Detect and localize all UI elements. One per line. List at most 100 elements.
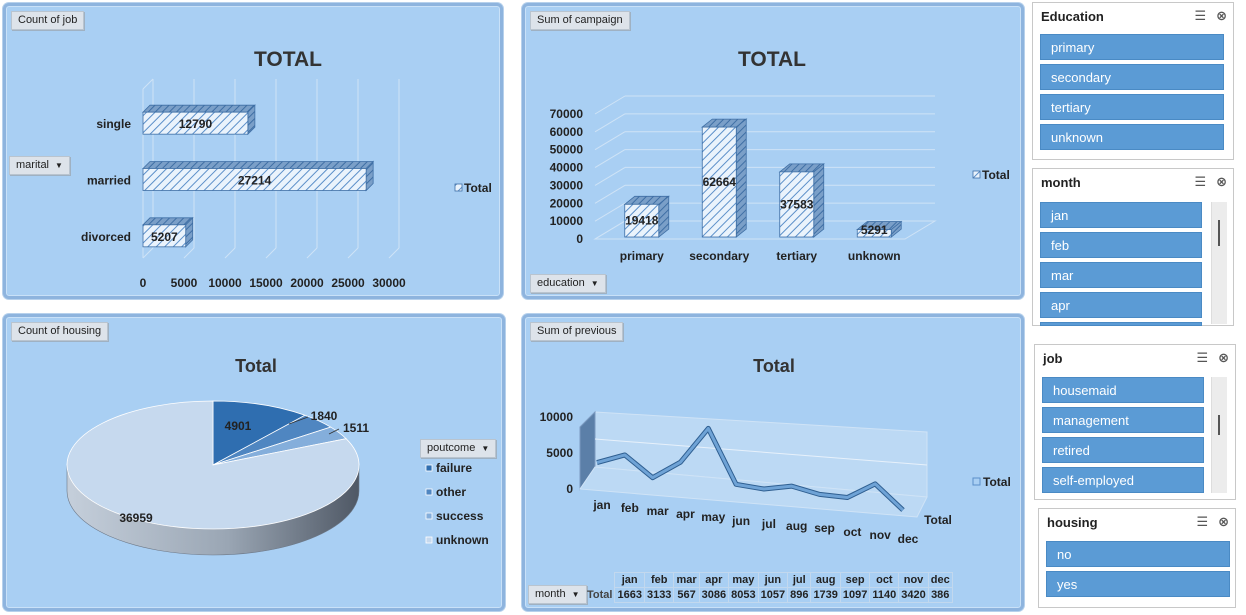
x-tick-label: 15000 (249, 276, 283, 290)
job-slicer-item[interactable]: retired (1042, 437, 1204, 463)
bar-top (142, 217, 194, 226)
x-tick-label: 5000 (171, 276, 198, 290)
legend-label: Total (983, 475, 1011, 489)
education-slicer-item[interactable]: secondary (1040, 64, 1224, 90)
month-slicer-item[interactable]: jan (1040, 202, 1202, 228)
month-slicer-item-partial[interactable] (1040, 322, 1202, 326)
table-cell: 3420 (898, 587, 929, 603)
housing-chart-field-button[interactable]: Count of housing (11, 322, 109, 341)
table-cell: 8053 (728, 587, 759, 603)
table-cell: 1739 (810, 587, 841, 603)
gridline-floor (306, 247, 318, 259)
clear-filter-icon[interactable]: ⊗ (1218, 514, 1229, 529)
previous-chart-field-button[interactable]: Sum of previous (530, 322, 624, 341)
gridline-floor (265, 247, 277, 259)
job-bar-chart: TOTAL 0 5000 10000 15000 20000 25000 30000 12790… (81, 48, 492, 290)
category-label: married (87, 174, 131, 188)
clear-filter-icon[interactable]: ⊗ (1216, 8, 1227, 23)
floor (593, 220, 937, 240)
education-slicer-item[interactable]: unknown (1040, 124, 1224, 150)
education-field-dropdown[interactable]: education ▼ (530, 274, 606, 293)
month-slicer-item[interactable]: feb (1040, 232, 1202, 258)
table-row: Total 1663 3133 567 3086 8053 1057 896 1739 1097 1… (585, 587, 953, 603)
category-label: dec (898, 532, 919, 546)
table-cell: 3133 (643, 587, 675, 603)
category-label: primary (620, 249, 664, 263)
gridline-side (594, 131, 626, 151)
data-label: 4901 (225, 419, 252, 433)
table-header-cell: may (728, 572, 759, 588)
x-tick-label: 10000 (208, 276, 242, 290)
table-header-cell: oct (869, 572, 900, 588)
y-tick-label: 40000 (550, 161, 584, 175)
education-slicer-item[interactable]: primary (1040, 34, 1224, 60)
multi-select-icon[interactable]: ☰ (1196, 514, 1209, 529)
floor (579, 466, 928, 518)
legend-label: failure (436, 461, 472, 475)
table-header-cell: aug (810, 572, 841, 588)
table-header-cell: dec (927, 572, 953, 588)
job-chart-panel: Count of job marital ▼ TOTAL 0 5000 10000 150… (3, 3, 503, 299)
month-slicer-scrollbar[interactable] (1211, 202, 1227, 324)
month-field-dropdown[interactable]: month ▼ (528, 585, 587, 604)
clear-filter-icon[interactable]: ⊗ (1216, 174, 1227, 189)
job-slicer-item[interactable]: housemaid (1042, 377, 1204, 403)
column (779, 171, 815, 238)
housing-slicer-item[interactable]: no (1046, 541, 1230, 567)
poutcome-field-dropdown[interactable]: poutcome ▼ (420, 439, 497, 458)
month-data-table: jan feb mar apr may jun jul aug sep oct nov dec Tota… (585, 572, 953, 603)
scrollbar-thumb[interactable] (1218, 415, 1220, 435)
previous-line-chart: Total 0 5000 10000 jan feb mar apr may jun jul aug s… (540, 356, 1011, 546)
y-tick-label: 0 (576, 232, 583, 246)
legend-label: other (436, 485, 466, 499)
month-slicer-item[interactable]: mar (1040, 262, 1202, 288)
category-label: aug (786, 519, 807, 533)
y-tick-label: 10000 (550, 214, 584, 228)
category-label: sep (814, 521, 835, 535)
y-tick-label: 10000 (540, 410, 574, 424)
job-slicer-item[interactable]: management (1042, 407, 1204, 433)
housing-slicer: housing ☰ ⊗ no yes (1038, 508, 1236, 608)
housing-slicer-item[interactable]: yes (1046, 571, 1230, 597)
clear-filter-icon[interactable]: ⊗ (1218, 350, 1229, 365)
gridline-floor (347, 247, 359, 259)
education-slicer: Education ☰ ⊗ primary secondary tertiary… (1032, 2, 1234, 160)
marital-field-dropdown[interactable]: marital ▼ (9, 156, 70, 175)
chart-title: Total (753, 356, 795, 376)
table-row-header: Total (587, 589, 613, 601)
month-slicer-title: month (1041, 174, 1081, 190)
column (624, 203, 660, 238)
table-header-cell: jun (757, 572, 789, 588)
campaign-chart-field-button[interactable]: Sum of campaign (530, 11, 630, 30)
gridline-side (594, 113, 626, 133)
table-cell: 3086 (698, 587, 730, 603)
x-tick-label: 20000 (290, 276, 324, 290)
gridline (594, 438, 928, 466)
month-field-label: month (535, 588, 566, 600)
column-side (735, 118, 747, 238)
bar-top (142, 104, 256, 113)
table-header-row: jan feb mar apr may jun jul aug sep oct nov dec (585, 572, 953, 588)
scrollbar-thumb[interactable] (1218, 220, 1220, 246)
category-label: divorced (81, 230, 131, 244)
category-label: mar (647, 504, 669, 518)
job-slicer-scrollbar[interactable] (1211, 377, 1227, 493)
category-label: oct (843, 525, 861, 539)
multi-select-icon[interactable]: ☰ (1194, 8, 1207, 23)
data-label: 37583 (780, 197, 814, 211)
job-chart-field-button[interactable]: Count of job (11, 11, 85, 30)
legend-swatch (972, 477, 981, 486)
data-label: 12790 (179, 117, 213, 131)
education-slicer-item[interactable]: tertiary (1040, 94, 1224, 120)
chart-title: Total (235, 356, 277, 376)
multi-select-icon[interactable]: ☰ (1196, 350, 1209, 365)
data-label: 1840 (311, 409, 338, 423)
job-slicer: job ☰ ⊗ housemaid management retired sel… (1034, 344, 1236, 500)
gridline-side (594, 95, 626, 115)
month-slicer-item[interactable]: apr (1040, 292, 1202, 318)
axis-line (142, 78, 154, 90)
job-slicer-item[interactable]: self-employed (1042, 467, 1204, 493)
y-tick-label: 60000 (550, 125, 584, 139)
housing-pie-chart: Total 4901 1840 1511 36959 failure other succes… (66, 356, 489, 556)
multi-select-icon[interactable]: ☰ (1194, 174, 1207, 189)
